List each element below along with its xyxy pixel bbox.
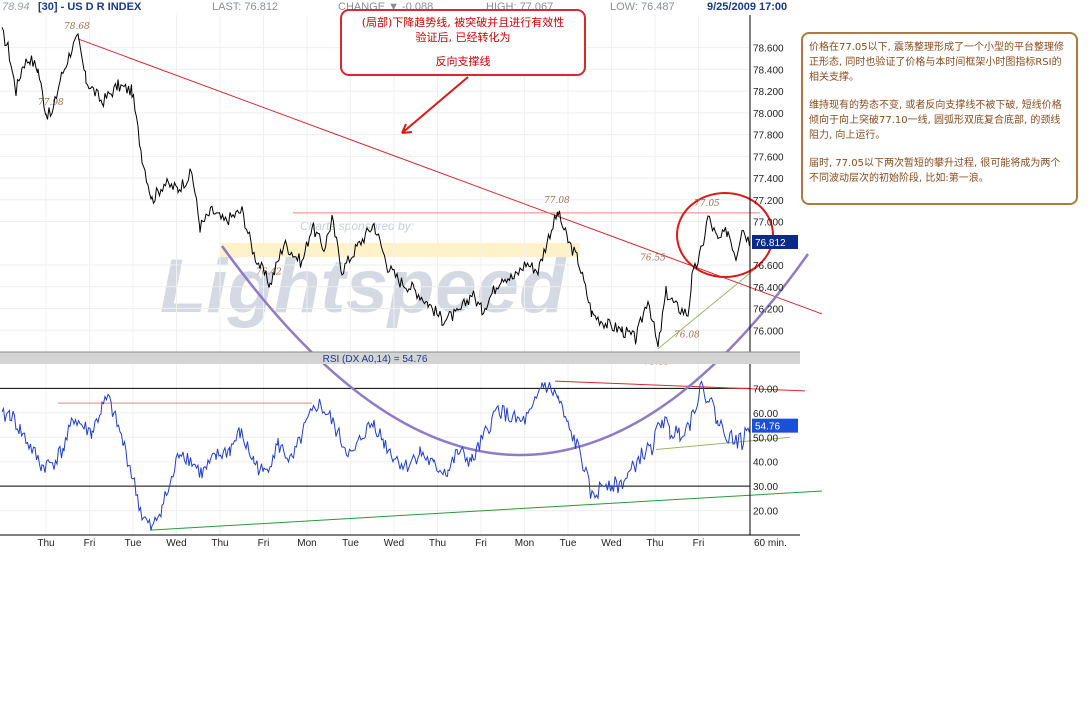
x-tick-label: Wed bbox=[166, 538, 186, 549]
price-annotation-label: 77.05 bbox=[694, 199, 720, 209]
rsi-descending-line bbox=[554, 380, 806, 392]
rsi-title-bar bbox=[0, 352, 800, 364]
x-tick-label: Tue bbox=[342, 538, 359, 549]
x-tick-label: Wed bbox=[601, 538, 621, 549]
rsi-series-line bbox=[1, 380, 751, 531]
prev-value-label: 78.94 bbox=[2, 1, 30, 13]
datetime-label: 9/25/2009 17:00 bbox=[707, 1, 788, 13]
last-price-value: 76.812 bbox=[755, 238, 786, 249]
x-tick-label: Wed bbox=[384, 538, 404, 549]
callout-line-2: 验证后, 已经转化为 bbox=[415, 31, 511, 44]
chart-header: 78.94 [30] - US D R INDEX LAST: 76.812 C… bbox=[0, 0, 800, 15]
callout-line-1: (局部)下降趋势线, 被突破并且进行有效性 bbox=[361, 16, 565, 29]
price-tick-label: 78.000 bbox=[753, 109, 784, 120]
rsi-tick-label: 60.00 bbox=[753, 409, 778, 420]
price-annotation-label: 76.08 bbox=[674, 331, 700, 341]
rsi-grid bbox=[0, 364, 750, 535]
callout-arrow bbox=[401, 76, 469, 134]
x-tick-label: Thu bbox=[37, 538, 54, 549]
price-annotation-label: 78.68 bbox=[64, 22, 90, 32]
rsi-tick-label: 20.00 bbox=[753, 507, 778, 518]
series-layer bbox=[1, 27, 751, 531]
price-series-line bbox=[1, 27, 751, 347]
last-rsi-value: 54.76 bbox=[755, 422, 780, 433]
x-tick-label: Thu bbox=[211, 538, 228, 549]
x-tick-label: Tue bbox=[125, 538, 142, 549]
price-annotation-label: 76.42 bbox=[256, 268, 282, 278]
note-paragraph-2: 维持现有的势态不变, 或者反向支撑线不被下破, 短线价格倾向于向上突破77.10… bbox=[809, 100, 1062, 141]
last-rsi-box bbox=[752, 418, 798, 433]
rsi-support-line bbox=[149, 490, 823, 531]
x-tick-label: Mon bbox=[297, 538, 316, 549]
interval-label: 60 min. bbox=[754, 538, 787, 549]
price-tick-label: 77.800 bbox=[753, 131, 784, 142]
trendline-callout: (局部)下降趋势线, 被突破并且进行有效性 验证后, 已经转化为 反向支撑线 bbox=[340, 9, 586, 76]
price-annotation-label: 77.08 bbox=[544, 196, 570, 206]
x-tick-label: Fri bbox=[475, 538, 487, 549]
last-price-box bbox=[752, 234, 798, 249]
price-annotation-label: 76.55 bbox=[640, 253, 666, 263]
rsi-short-support bbox=[655, 436, 791, 450]
last-label: LAST: 76.812 bbox=[212, 1, 279, 13]
price-tick-label: 76.200 bbox=[753, 305, 784, 316]
price-tick-label: 78.400 bbox=[753, 65, 784, 76]
x-tick-label: Fri bbox=[693, 538, 705, 549]
rsi-tick-label: 30.00 bbox=[753, 482, 778, 493]
price-tick-label: 76.400 bbox=[753, 283, 784, 294]
price-tick-label: 77.200 bbox=[753, 196, 784, 207]
price-tick-label: 78.200 bbox=[753, 87, 784, 98]
rsi-tick-label: 70.00 bbox=[753, 384, 778, 395]
price-tick-label: 77.000 bbox=[753, 218, 784, 229]
price-grid bbox=[0, 15, 750, 352]
rsi-tick-label: 40.00 bbox=[753, 458, 778, 469]
note-paragraph-3: 届时, 77.05以下两次暂短的攀升过程, 很可能将成为两个不同波动层次的初始阶… bbox=[809, 158, 1061, 184]
rsi-title: RSI (DX A0,14) = 54.76 bbox=[323, 354, 428, 365]
rsi-tick-label: 50.00 bbox=[753, 433, 778, 444]
chart-title: [30] - US D R INDEX bbox=[38, 1, 142, 13]
axes-layer: 78.600 78.400 78.200 78.000 77.800 77.600 77.4… bbox=[0, 15, 800, 549]
note-paragraph-1: 价格在77.05以下, 震荡整理形成了一个小型的平台整理修正形态, 同时也验证了… bbox=[809, 42, 1064, 83]
support-line-green-short bbox=[657, 264, 761, 350]
price-tick-label: 77.400 bbox=[753, 174, 784, 185]
price-tick-label: 78.600 bbox=[753, 44, 784, 55]
callout-line-3: 反向支撑线 bbox=[435, 55, 491, 68]
low-label: LOW: 76.487 bbox=[610, 1, 675, 13]
x-tick-label: Fri bbox=[258, 538, 270, 549]
price-tick-label: 76.600 bbox=[753, 261, 784, 272]
descending-trendline bbox=[77, 38, 823, 315]
x-tick-label: Thu bbox=[646, 538, 663, 549]
x-tick-label: Thu bbox=[429, 538, 446, 549]
analysis-note: 价格在77.05以下, 震荡整理形成了一个小型的平台整理修正形态, 同时也验证了… bbox=[801, 32, 1078, 205]
price-tick-label: 77.600 bbox=[753, 152, 784, 163]
price-tick-label: 76.000 bbox=[753, 326, 784, 337]
x-tick-label: Fri bbox=[84, 538, 96, 549]
svg-text:Charts sponsored by:: Charts sponsored by: bbox=[300, 219, 414, 233]
x-tick-label: Tue bbox=[560, 538, 577, 549]
price-annotation-label: 77.98 bbox=[38, 98, 64, 108]
x-tick-label: Mon bbox=[515, 538, 534, 549]
